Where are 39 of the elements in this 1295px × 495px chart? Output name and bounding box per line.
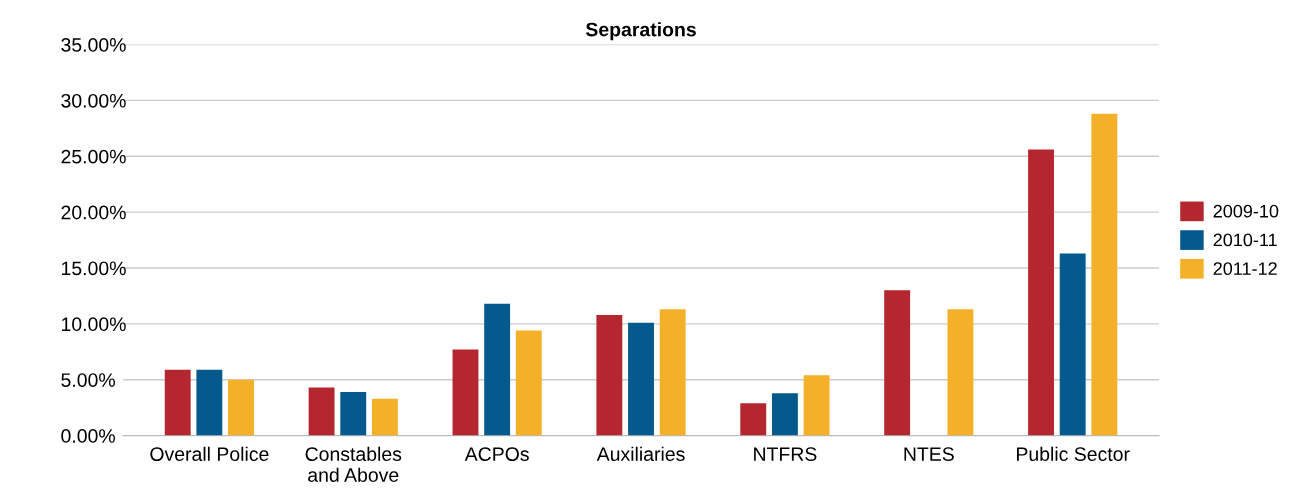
y-tick-label: 5.00% bbox=[61, 373, 115, 387]
x-tick-label: Public Sector bbox=[1017, 446, 1130, 461]
bar bbox=[659, 309, 686, 436]
bar bbox=[515, 330, 542, 436]
y-tick-label: 15.00% bbox=[62, 261, 126, 276]
bar bbox=[884, 290, 911, 436]
bar bbox=[308, 387, 335, 436]
y-tick-label: 0.00% bbox=[61, 429, 115, 443]
y-tick-label: 35.00% bbox=[61, 38, 126, 52]
bar bbox=[628, 322, 654, 436]
bar bbox=[771, 393, 798, 436]
bar bbox=[1091, 113, 1118, 436]
legend-label: 2009-10 bbox=[1213, 204, 1279, 218]
legend-label: 2011-12 bbox=[1213, 262, 1277, 276]
y-tick-label: 30.00% bbox=[61, 93, 126, 108]
bar bbox=[484, 303, 511, 436]
bar bbox=[803, 375, 830, 436]
bar bbox=[1059, 253, 1086, 436]
y-tick-label: 20.00% bbox=[61, 205, 126, 220]
bar bbox=[740, 403, 767, 436]
x-tick-label: ACPOs bbox=[464, 447, 529, 461]
y-tick-label: 10.00% bbox=[62, 317, 126, 332]
x-tick-label: Constables and Above bbox=[305, 446, 402, 482]
bar bbox=[164, 369, 191, 436]
bar bbox=[196, 369, 223, 436]
y-tick-label: 25.00% bbox=[61, 149, 126, 164]
chart-title: Separations bbox=[585, 22, 696, 41]
x-tick-label: NTES bbox=[904, 447, 954, 461]
bar bbox=[452, 349, 479, 436]
bar bbox=[228, 379, 254, 436]
bar bbox=[947, 309, 974, 436]
bar bbox=[371, 398, 398, 436]
bar bbox=[1028, 149, 1054, 436]
bar bbox=[596, 314, 623, 436]
bar bbox=[340, 392, 367, 436]
x-tick-label: Overall Police bbox=[150, 446, 269, 461]
x-tick-label: NTFRS bbox=[754, 447, 817, 461]
x-tick-label: Auxiliaries bbox=[596, 446, 685, 461]
legend-label: 2010-11 bbox=[1213, 233, 1277, 247]
